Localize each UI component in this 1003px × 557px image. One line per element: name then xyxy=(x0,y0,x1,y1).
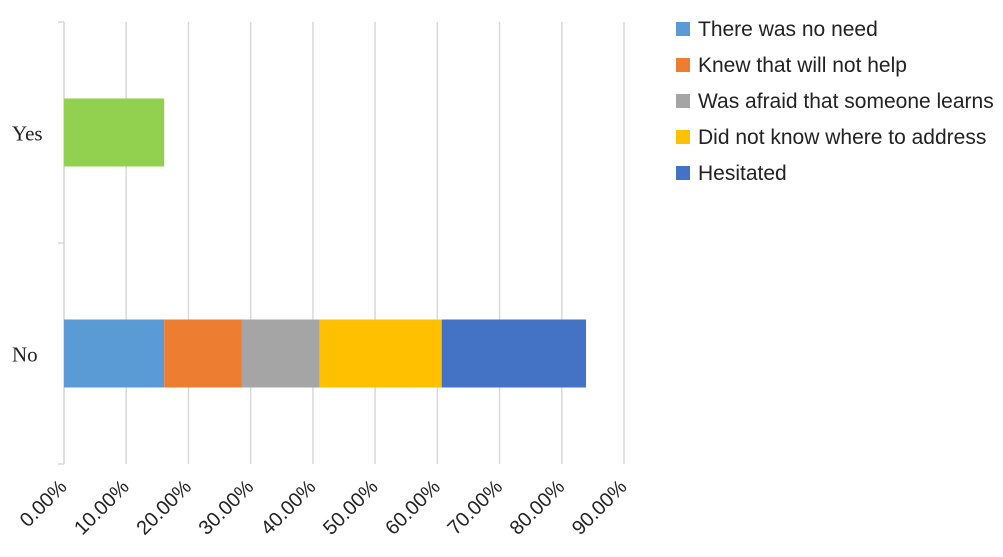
x-tick-label: 60.00% xyxy=(381,476,445,540)
legend-item: Did not know where to address xyxy=(676,122,996,154)
x-tick-label: 0.00% xyxy=(16,476,72,532)
legend-swatch xyxy=(676,130,690,144)
x-tick-label: 30.00% xyxy=(195,476,259,540)
x-tick-label: 80.00% xyxy=(506,476,570,540)
x-tick-label: 40.00% xyxy=(257,476,321,540)
x-tick-label: 70.00% xyxy=(444,476,508,540)
bar-segment xyxy=(441,319,587,388)
bar-segment xyxy=(164,319,242,388)
bar-segment xyxy=(319,319,442,388)
x-tick-label: 50.00% xyxy=(319,476,383,540)
legend-label: Was afraid that someone learns xyxy=(698,90,994,113)
legend-swatch xyxy=(676,94,690,108)
legend-item: Knew that will not help xyxy=(676,50,996,82)
x-tick-label: 20.00% xyxy=(132,476,196,540)
legend-label: Hesitated xyxy=(698,162,787,185)
x-tick-label: 90.00% xyxy=(568,476,632,540)
legend-item: Was afraid that someone learns xyxy=(676,86,996,118)
category-label: No xyxy=(12,343,38,367)
bar-segment xyxy=(241,319,320,388)
legend-swatch xyxy=(676,166,690,180)
legend-item: Hesitated xyxy=(676,158,996,190)
legend-label: Knew that will not help xyxy=(698,54,907,77)
bar-segment xyxy=(64,319,165,388)
legend-swatch xyxy=(676,58,690,72)
chart-legend: There was no need Knew that will not help… xyxy=(676,14,996,194)
x-tick-label: 10.00% xyxy=(70,476,134,540)
legend-item: There was no need xyxy=(676,14,996,46)
category-label: Yes xyxy=(12,122,43,146)
legend-swatch xyxy=(676,22,690,36)
legend-label: Did not know where to address xyxy=(698,126,987,149)
legend-label: There was no need xyxy=(698,18,878,41)
bar-segment xyxy=(64,98,165,167)
